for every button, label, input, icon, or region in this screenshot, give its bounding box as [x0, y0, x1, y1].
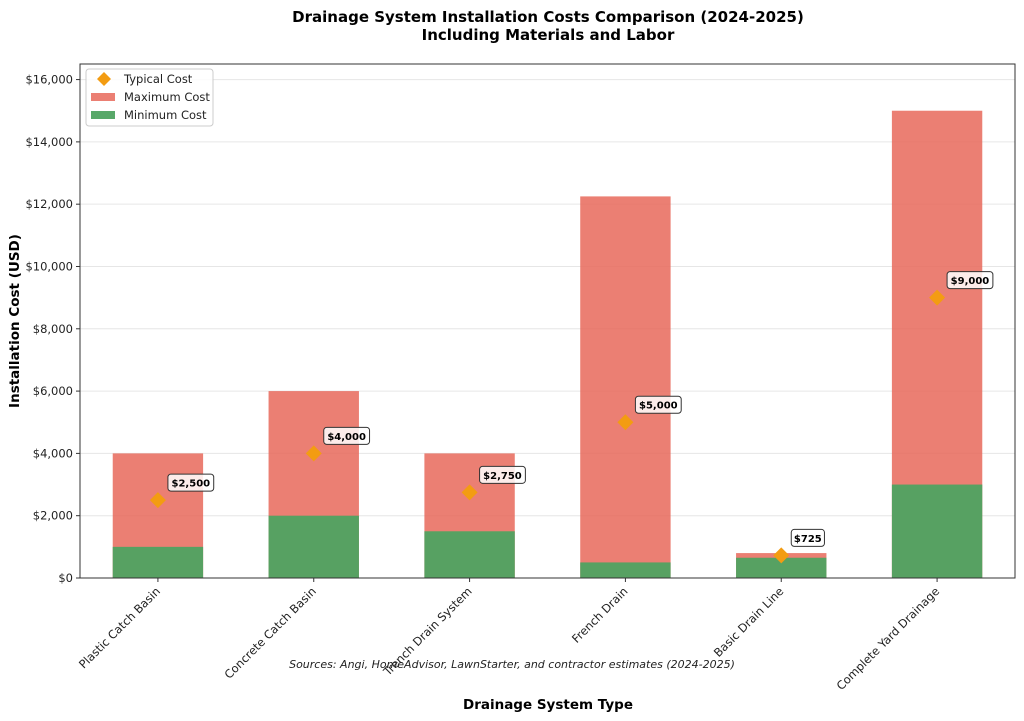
chart-title: Drainage System Installation Costs Compa…: [292, 8, 804, 26]
typical-marker: [929, 289, 946, 306]
x-axis-ticks: Plastic Catch Basin Concrete Catch Basin T…: [76, 578, 942, 693]
data-label: $2,750: [483, 471, 522, 482]
y-tick-label: $14,000: [25, 135, 73, 149]
legend-label-minimum: Minimum Cost: [124, 108, 207, 122]
chart-subtitle: Including Materials and Labor: [422, 26, 675, 44]
x-tick-label: Complete Yard Drainage: [834, 584, 943, 693]
bar-minimum: [736, 557, 827, 578]
data-label-box: [479, 465, 526, 484]
y-tick-label: $16,000: [25, 73, 73, 87]
y-tick-label: $2,000: [33, 509, 73, 523]
typical-marker: [461, 484, 478, 501]
y-tick-label: $10,000: [25, 259, 73, 273]
bar-minimum: [112, 546, 204, 578]
data-labels: $2,500 $4,000 $2,750 $5,000 $725 $9,000: [167, 271, 994, 547]
typical-marker: [305, 445, 322, 462]
legend-label-typical: Typical Cost: [123, 72, 193, 86]
y-tick-label: $8,000: [33, 322, 73, 336]
y-axis-label: Installation Cost (USD): [7, 234, 23, 408]
typical-markers: [149, 289, 946, 564]
x-tick-label: Plastic Catch Basin: [76, 584, 163, 671]
plot-frame: [79, 63, 1016, 579]
bars: [112, 110, 983, 579]
legend-patch-maximum: [91, 93, 115, 101]
data-label-box: [167, 473, 215, 492]
bar-minimum: [268, 515, 359, 578]
bar-maximum: [580, 196, 671, 579]
legend-box: [85, 68, 214, 127]
typical-marker: [149, 492, 166, 509]
data-label-box: [323, 426, 371, 445]
legend-patch-minimum: [91, 111, 115, 119]
y-tick-label: $6,000: [33, 384, 73, 398]
data-label: $2,500: [172, 479, 211, 490]
data-label-box: [790, 528, 825, 547]
data-label-box: [946, 271, 994, 290]
bar-minimum: [580, 562, 671, 578]
data-label: $4,000: [327, 432, 366, 443]
data-label: $725: [794, 534, 822, 545]
data-label-box: [634, 395, 682, 414]
source-annotation: Sources: Angi, HomeAdvisor, LawnStarter,…: [289, 658, 735, 671]
y-axis-ticks: $0 $2,000 $4,000 $6,000 $8,000 $10,000 $12,000…: [25, 73, 80, 585]
x-tick-label: Basic Drain Line: [711, 584, 787, 660]
legend-diamond-icon: [97, 72, 111, 86]
y-tick-label: $12,000: [25, 197, 73, 211]
y-tick-label: $4,000: [33, 446, 73, 460]
typical-marker: [617, 414, 634, 431]
bar-minimum: [891, 484, 983, 578]
x-tick-label: French Drain: [569, 584, 631, 646]
data-label: $5,000: [639, 401, 678, 412]
legend-label-maximum: Maximum Cost: [124, 90, 210, 104]
legend: Typical Cost Maximum Cost Minimum Cost: [85, 68, 214, 127]
data-label: $9,000: [951, 276, 990, 287]
y-tick-label: $0: [58, 571, 73, 585]
bar-minimum: [424, 531, 515, 578]
x-axis-label: Drainage System Type: [463, 697, 633, 713]
gridlines: [80, 79, 1015, 579]
typical-marker: [773, 547, 790, 564]
